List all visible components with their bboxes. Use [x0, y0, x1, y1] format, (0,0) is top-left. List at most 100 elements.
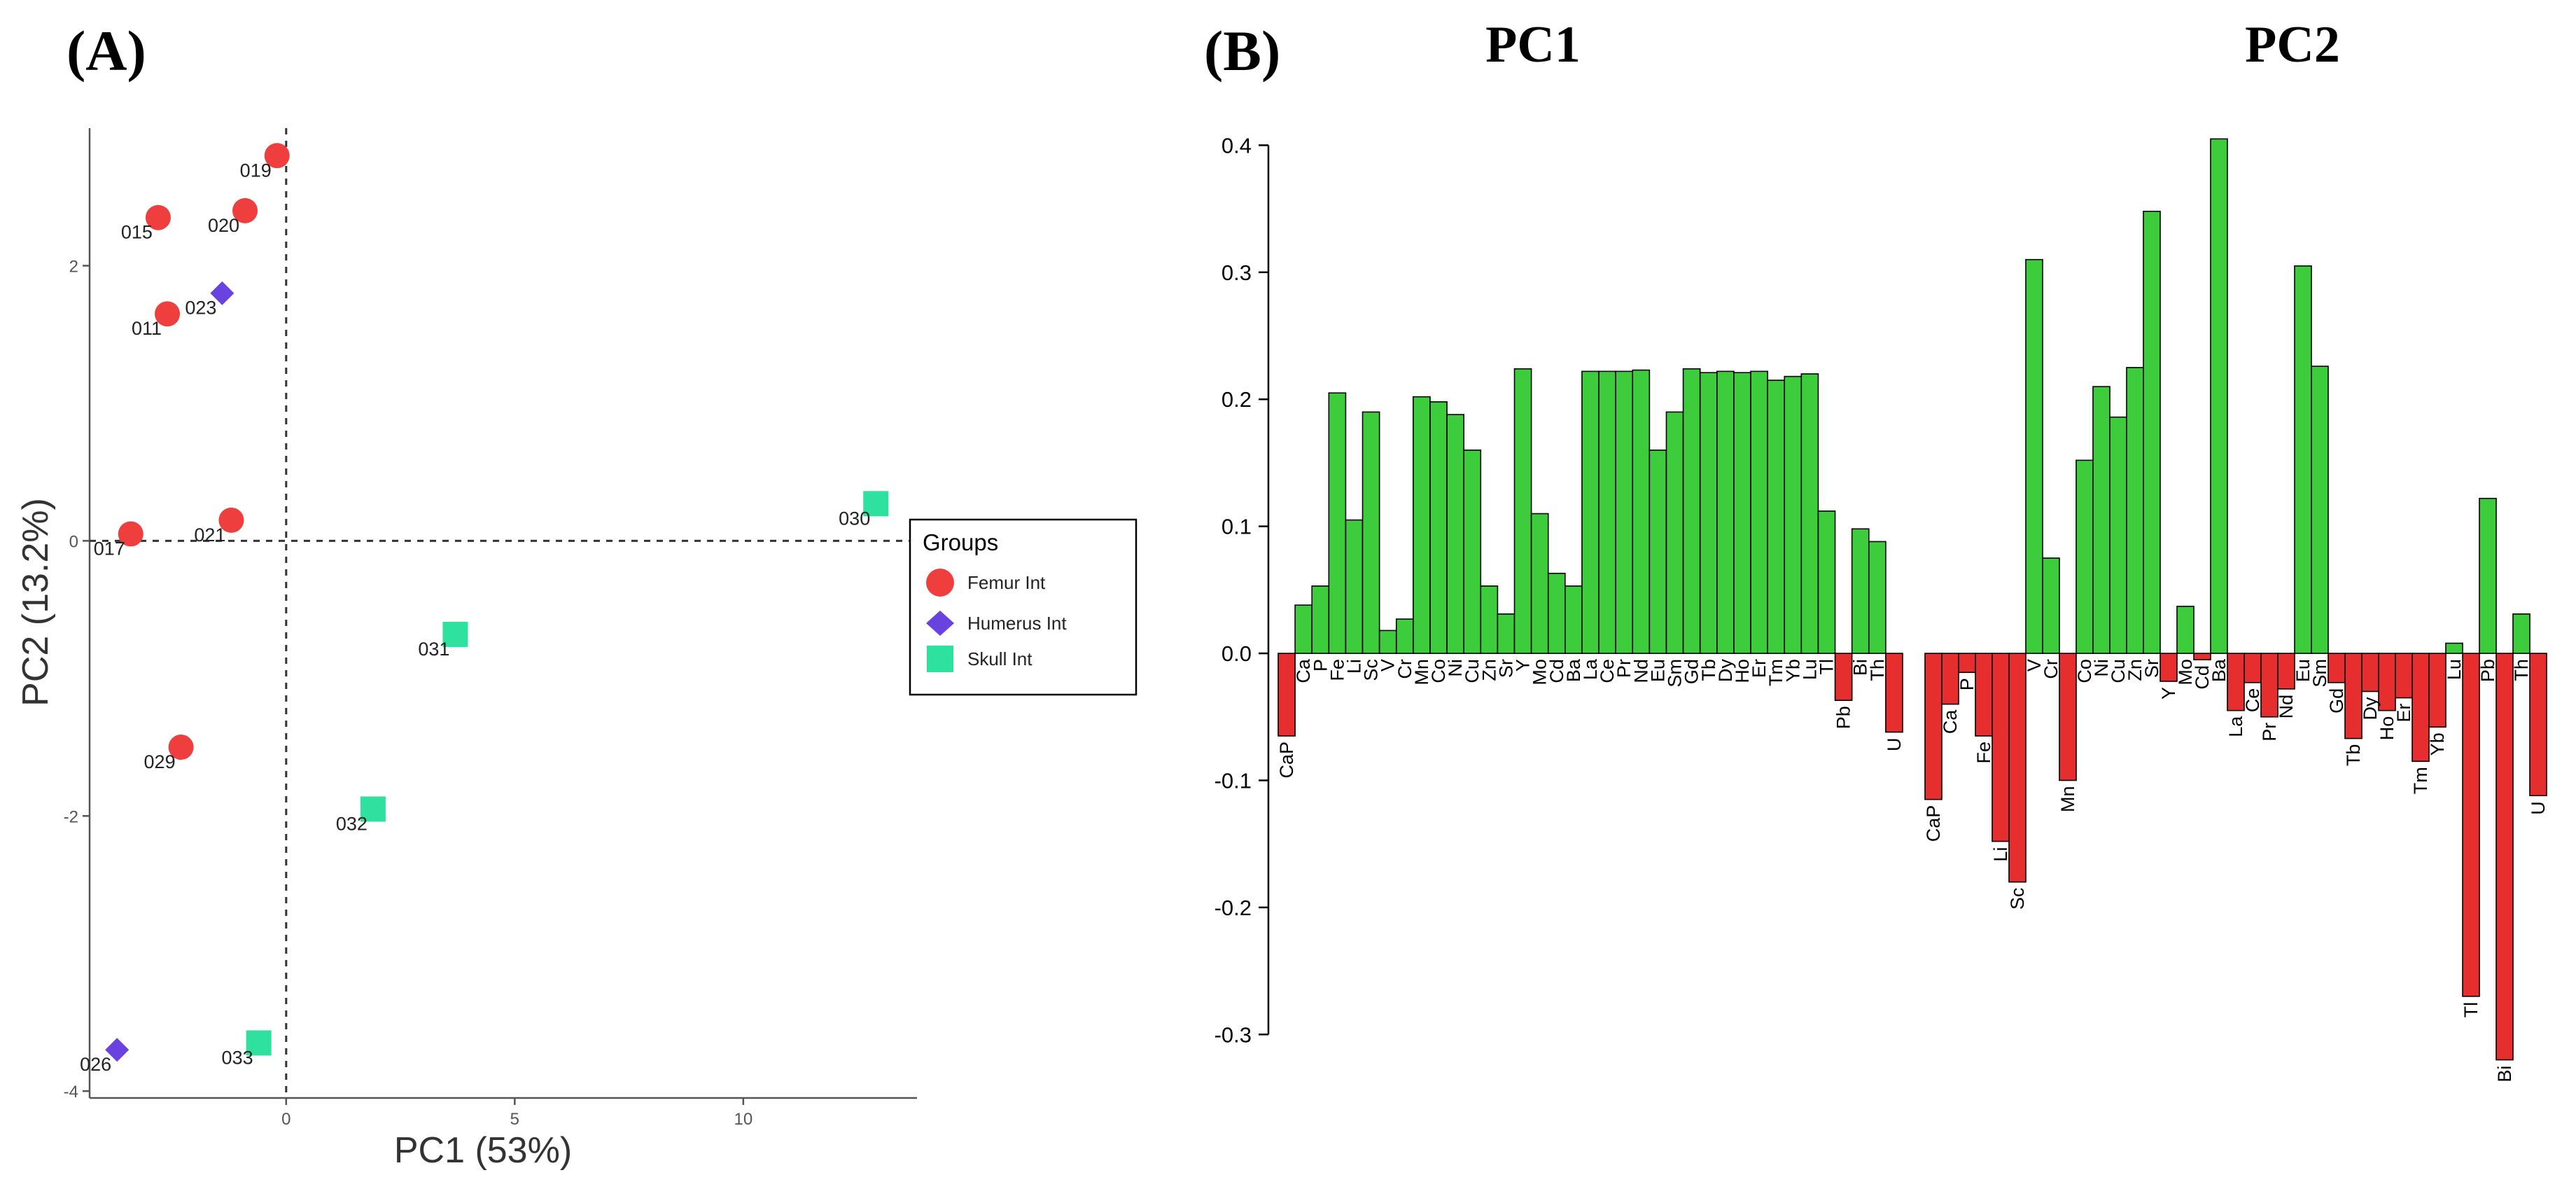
bar-pc2-cd — [2193, 653, 2211, 660]
bar-pc2-mn — [2059, 653, 2077, 781]
bar-pc2-tm — [2412, 653, 2430, 763]
category-label-pc1-gd: Gd — [1681, 659, 1702, 684]
bar-pc2-er — [2395, 653, 2413, 699]
category-label-pc1-u: U — [1884, 738, 1905, 752]
point-023 — [210, 281, 234, 305]
bar-pc2-zn — [2126, 367, 2144, 654]
bar-pc1-y — [1513, 368, 1532, 654]
bar-pc2-yb — [2428, 653, 2446, 728]
bar-pc2-co — [2076, 459, 2094, 654]
legend-entry-femur: Femur Int — [967, 572, 1046, 593]
bar-pc1-mn — [1413, 396, 1431, 654]
category-label-pc1-tm: Tm — [1765, 659, 1786, 686]
bar-pc1-yb — [1784, 375, 1802, 654]
bar-pc1-ce — [1598, 370, 1616, 654]
bar-pc2-ba — [2210, 138, 2228, 654]
category-label-pc1-v: V — [1378, 659, 1399, 672]
legend-square-marker — [927, 646, 953, 672]
category-label-pc1-sm: Sm — [1665, 659, 1686, 688]
point-033 — [246, 1030, 272, 1056]
bar-pc2-li — [1991, 653, 2010, 842]
category-label-pc1-li: Li — [1343, 659, 1364, 674]
category-label-pc2-ba: Ba — [2208, 658, 2230, 682]
bar-pc1-mo — [1530, 513, 1549, 654]
point-029 — [168, 735, 194, 760]
category-label-pc1-eu: Eu — [1647, 659, 1668, 682]
category-label-pc2-er: Er — [2393, 704, 2414, 723]
category-label-pc2-cd: Cd — [2192, 665, 2213, 690]
legend-entry-humerus: Humerus Int — [967, 613, 1067, 634]
category-label-pc2-tb: Tb — [2343, 744, 2364, 767]
bar-pc1-cr — [1395, 618, 1414, 654]
category-label-pc1-ba: Ba — [1563, 658, 1584, 682]
category-label-pc1-co: Co — [1428, 659, 1449, 683]
bar-pc2-dy — [2361, 653, 2379, 693]
bar-pc2-u — [2529, 653, 2547, 797]
bar-pc2-cu — [2109, 416, 2127, 654]
category-label-pc2-la: La — [2225, 716, 2246, 737]
category-label-pc2-mo: Mo — [2175, 659, 2196, 686]
y-tick-label: 0 — [69, 532, 78, 551]
category-label-pc2-y: Y — [2158, 687, 2179, 700]
bar-pc2-tl — [2462, 653, 2480, 997]
bar-pc1-pr — [1615, 370, 1634, 654]
category-label-pc1-la: La — [1580, 658, 1601, 680]
category-label-pc2-sr: Sr — [2141, 659, 2162, 678]
point-026 — [105, 1038, 130, 1062]
category-label-pc1-lu: Lu — [1799, 659, 1820, 680]
pc2-title: PC2 — [2245, 16, 2340, 74]
pc1-title: PC1 — [1485, 16, 1581, 74]
category-label-pc1-tl: Tl — [1816, 659, 1837, 675]
bar-pc1-tm — [1767, 380, 1786, 654]
bar-pc2-lu — [2445, 642, 2463, 654]
category-label-pc1-tb: Tb — [1698, 659, 1719, 681]
bar-pc1-th — [1868, 541, 1886, 654]
legend-entry-skull: Skull Int — [967, 648, 1032, 669]
bar-pc1-u — [1885, 653, 1903, 733]
bar-pc1-cd — [1547, 572, 1566, 654]
point-019 — [264, 143, 290, 169]
category-label-pc1-sc: Sc — [1361, 659, 1382, 681]
point-label-023: 023 — [185, 298, 216, 319]
bar-pc2-th — [2512, 613, 2530, 654]
y-axis-ticks: 2 0 -2 -4 — [64, 257, 90, 1101]
bar-pc1-tb — [1699, 372, 1718, 654]
bar-pc2-cr — [2042, 557, 2060, 654]
category-label-pc1-mo: Mo — [1530, 659, 1550, 686]
bar-pc1-bi — [1851, 528, 1870, 654]
category-label-pc2-ho: Ho — [2376, 716, 2398, 741]
point-label-017: 017 — [94, 538, 125, 559]
loadings-y-tick-label: -0.1 — [1214, 768, 1252, 793]
point-label-020: 020 — [208, 215, 239, 236]
category-label-pc2-p: P — [1956, 678, 1977, 690]
point-031 — [442, 621, 468, 647]
bar-pc2-tb — [2344, 653, 2362, 739]
bar-pc2-sr — [2143, 210, 2161, 654]
category-label-pc1-ce: Ce — [1597, 659, 1618, 683]
bar-pc1-ba — [1564, 585, 1583, 654]
category-label-pc1-y: Y — [1513, 659, 1534, 672]
category-label-pc1-ho: Ho — [1732, 659, 1753, 683]
point-label-019: 019 — [240, 160, 272, 181]
bar-pc1-sm — [1665, 411, 1684, 654]
category-label-pc2-tm: Tm — [2410, 767, 2431, 794]
category-label-pc1-th: Th — [1867, 659, 1888, 681]
category-label-pc1-zn: Zn — [1478, 659, 1499, 681]
point-label-030: 030 — [839, 508, 870, 529]
bar-pc1-zn — [1480, 585, 1499, 654]
bar-pc2-bi — [2496, 653, 2514, 1061]
bar-pc1-fe — [1328, 392, 1347, 654]
bar-pc2-ce — [2244, 653, 2262, 683]
category-label-pc2-sm: Sm — [2309, 659, 2330, 688]
bar-pc1-nd — [1632, 369, 1651, 654]
bar-pc1-p — [1311, 585, 1330, 654]
point-017 — [118, 521, 144, 547]
bar-pc1-tl — [1817, 510, 1836, 654]
loadings-y-axis: 0.4 0.3 0.2 0.1 0.0 -0.1 -0.2 -0.3 — [1214, 133, 1270, 1047]
category-label-pc2-fe: Fe — [1973, 742, 1994, 764]
point-label-032: 032 — [336, 813, 368, 834]
bar-pc1-li — [1345, 519, 1364, 654]
bar-pc1-co — [1429, 401, 1448, 654]
panel-a-scatter: (A) 2 0 -2 -4 0 5 10 PC1 (53%) PC2 (13.2%) 01… — [15, 19, 1138, 1171]
category-label-pc1-mn: Mn — [1411, 659, 1432, 686]
